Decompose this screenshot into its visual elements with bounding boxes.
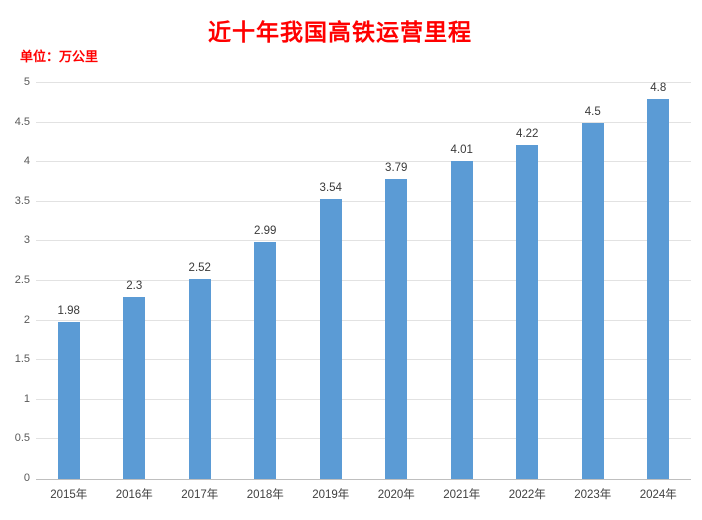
gridline xyxy=(36,319,691,321)
bar-2021年 xyxy=(450,161,473,479)
y-axis-tick-label: 5 xyxy=(23,76,30,88)
x-axis-tick-label: 2015年 xyxy=(50,489,88,501)
bars-row: 1.98 2.3 2.52 2.99 3.54 3.79 4.01 4.22 4.5 4.8 xyxy=(36,81,692,479)
gridline xyxy=(36,359,691,361)
chart-title: 近十年我国高铁运营里程 xyxy=(208,19,472,46)
bar-value-label: 2.52 xyxy=(188,262,211,275)
x-axis-tick-label: 2017年 xyxy=(181,489,219,501)
x-axis: 2015年 2016年 2017年 2018年 2019年 2020年 2021年 2022年… xyxy=(36,486,691,502)
x-axis-tick-label: 2020年 xyxy=(377,489,415,501)
x-axis-tick-label: 2021年 xyxy=(443,489,481,501)
y-axis-tick-label: 1.5 xyxy=(14,353,30,366)
gridline xyxy=(36,200,691,202)
bar-2017年 xyxy=(188,279,211,479)
y-axis-tick-label: 3 xyxy=(23,234,30,247)
y-axis-tick-label: 0.5 xyxy=(14,432,30,445)
bar-slot: 1.98 xyxy=(36,83,102,479)
y-axis-tick-label: 4 xyxy=(23,155,30,168)
bar-slot: 2.52 xyxy=(167,83,233,479)
bar-slot: 3.54 xyxy=(298,83,364,479)
gridline xyxy=(36,161,691,163)
bar-value-label: 4.01 xyxy=(450,144,473,157)
bar-2023年 xyxy=(581,122,604,479)
bar-slot: 4.22 xyxy=(495,83,561,479)
gridline xyxy=(36,82,691,83)
bar-value-label: 3.79 xyxy=(385,161,408,174)
bar-2024年 xyxy=(647,98,670,479)
bar-2016年 xyxy=(123,296,146,479)
bar-value-label: 2.99 xyxy=(254,225,277,238)
y-axis-tick-label: 0 xyxy=(23,472,30,484)
gridline xyxy=(36,240,691,242)
gridline xyxy=(36,398,691,400)
gridline xyxy=(36,280,691,281)
bar-value-label: 4.22 xyxy=(516,127,539,140)
bar-value-label: 4.8 xyxy=(650,81,667,94)
bar-2015年 xyxy=(57,322,80,479)
bar-slot: 4.5 xyxy=(560,83,626,479)
bar-value-label: 2.3 xyxy=(126,279,143,292)
gridline xyxy=(36,438,691,440)
bar-slot: 3.79 xyxy=(364,83,430,479)
bar-slot: 2.99 xyxy=(233,83,299,479)
y-axis-tick-label: 4.5 xyxy=(14,115,30,128)
x-axis-tick-label: 2018年 xyxy=(246,489,284,501)
x-axis-tick-label: 2019年 xyxy=(312,489,350,501)
x-axis-tick-label: 2024年 xyxy=(639,489,677,501)
y-axis-tick-label: 2.5 xyxy=(14,274,30,286)
y-axis-tick-label: 1 xyxy=(23,392,30,405)
bar-2020年 xyxy=(385,178,408,479)
unit-label: 单位：万公里 xyxy=(20,49,99,64)
bar-value-label: 4.5 xyxy=(584,105,601,118)
bar-slot: 4.8 xyxy=(626,81,692,479)
x-axis-tick-label: 2023年 xyxy=(574,489,612,501)
y-axis-tick-label: 3.5 xyxy=(14,194,30,207)
bar-value-label: 3.54 xyxy=(319,181,342,194)
bar-slot: 4.01 xyxy=(429,83,495,479)
x-axis-tick-label: 2016年 xyxy=(115,489,153,501)
plot-area: 1.98 2.3 2.52 2.99 3.54 3.79 4.01 4.22 4.5 4.8 xyxy=(36,81,692,480)
gridline xyxy=(36,121,691,123)
y-axis: 0 0.5 1 1.5 2 2.5 3 3.5 4 4.5 5 xyxy=(0,76,30,484)
bar-2018年 xyxy=(254,242,277,479)
y-axis-tick-label: 2 xyxy=(23,313,30,326)
x-axis-tick-label: 2022年 xyxy=(508,489,546,501)
bar-value-label: 1.98 xyxy=(57,305,80,318)
bar-2022年 xyxy=(516,144,539,479)
bar-slot: 2.3 xyxy=(102,83,168,479)
bar-2019年 xyxy=(319,198,342,479)
